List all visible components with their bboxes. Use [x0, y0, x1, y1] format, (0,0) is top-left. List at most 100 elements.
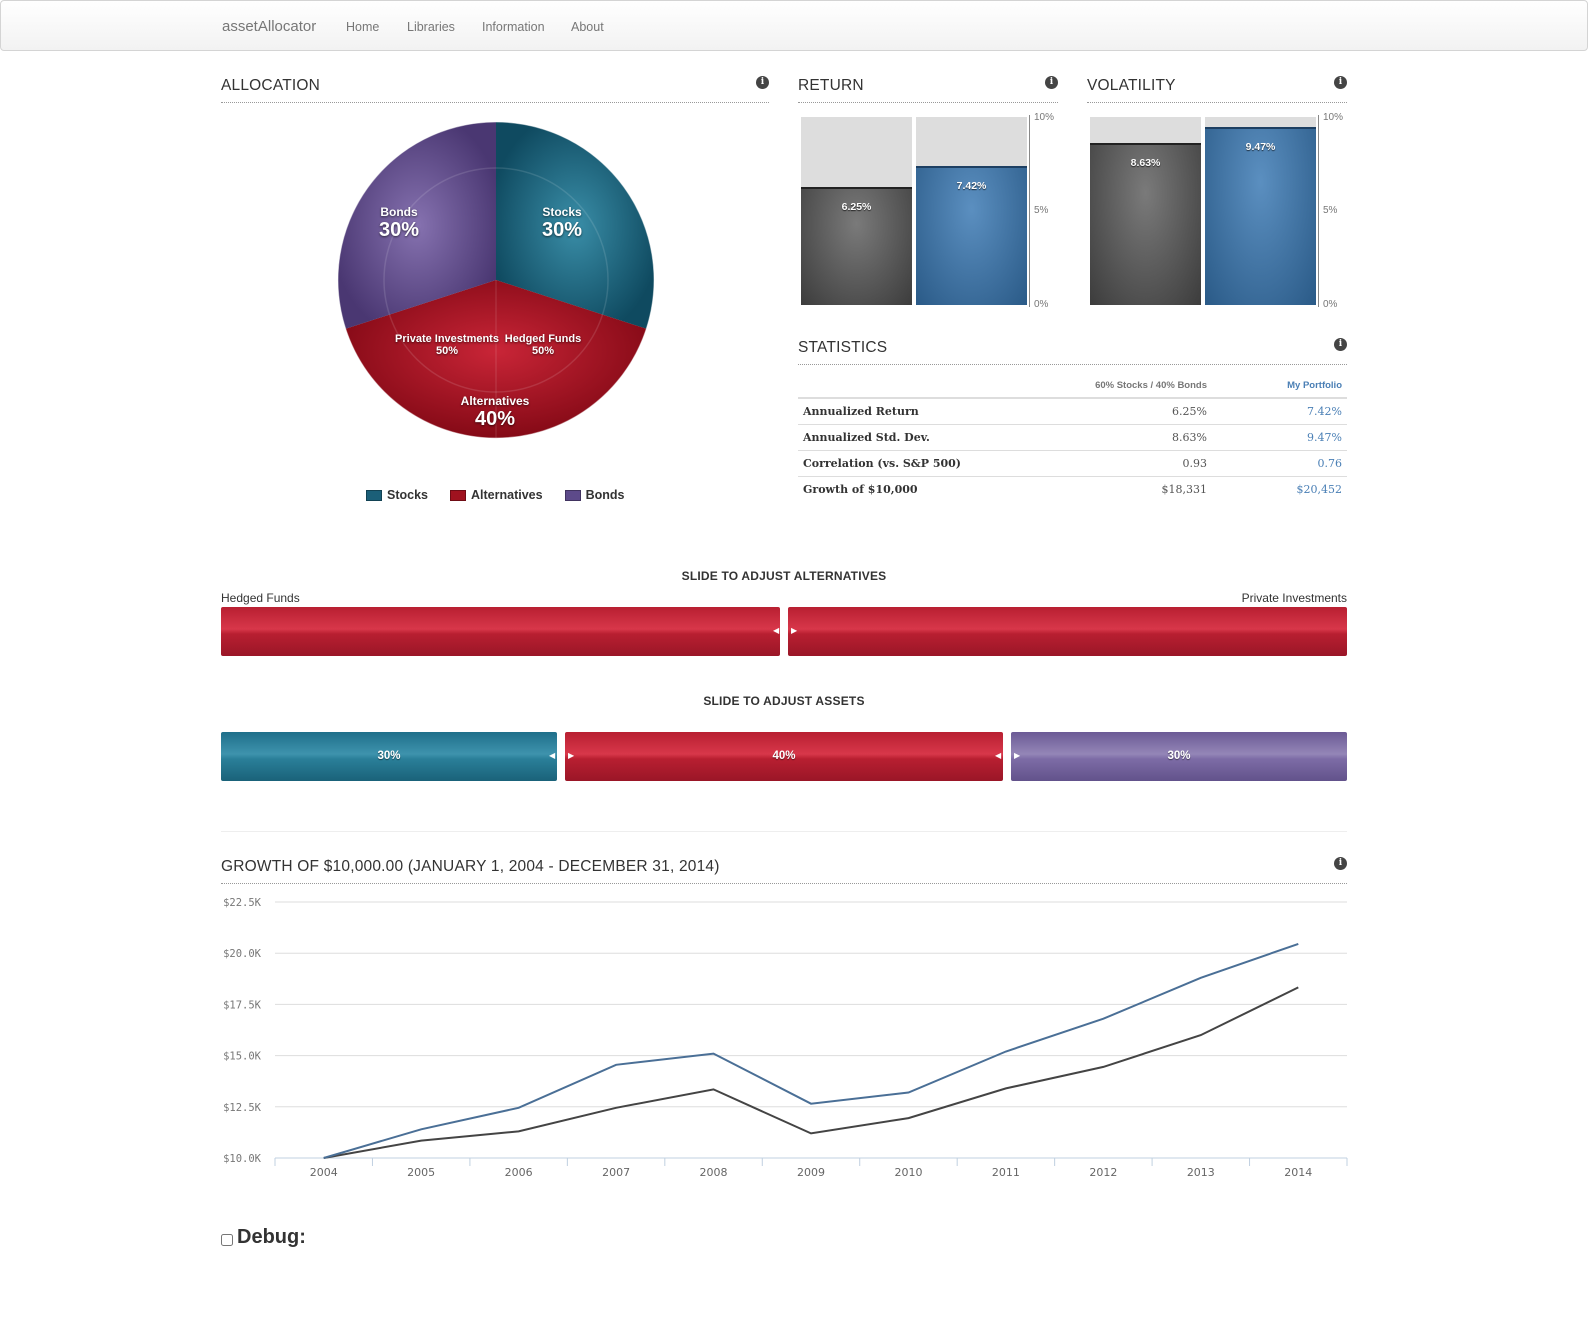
volatility-bar-benchmark-fill [1090, 143, 1201, 305]
y-tick-label: $12.5K [223, 1102, 262, 1114]
info-icon[interactable]: i [1334, 857, 1347, 870]
legend-item-alternatives[interactable]: Alternatives [450, 488, 543, 502]
debug-toggle[interactable]: Debug: [221, 1226, 306, 1249]
volatility-tick-5: 5% [1323, 205, 1338, 216]
nav-information[interactable]: Information [482, 20, 545, 34]
table-row: Annualized Std. Dev. 8.63% 9.47% [798, 424, 1347, 451]
volatility-bar-benchmark: 8.63% [1090, 117, 1201, 305]
legend-item-bonds[interactable]: Bonds [564, 488, 625, 502]
pie-label-private-investments: Private Investments 50% [395, 333, 499, 357]
statistics-title: STATISTICS [798, 339, 888, 356]
alternatives-segment-private[interactable] [788, 607, 1347, 656]
assets-slider-title: SLIDE TO ADJUST ASSETS [703, 694, 865, 708]
alternatives-right-label: Private Investments [1241, 591, 1347, 605]
pie-label-stocks-name: Stocks [542, 205, 582, 219]
assets-segment-stocks[interactable]: 30% [221, 732, 557, 781]
stat-label: Annualized Std. Dev. [798, 424, 1058, 451]
growth-title: GROWTH OF $10,000.00 (JANUARY 1, 2004 - … [221, 858, 720, 875]
pie-label-bonds-name: Bonds [380, 205, 418, 219]
stat-label: Annualized Return [798, 397, 1058, 425]
assets-handle-stocks-end[interactable]: ◀ [549, 751, 556, 760]
pie-slice-bonds[interactable] [337, 121, 496, 329]
return-header: RETURN i [798, 73, 1058, 103]
stat-label: Growth of $10,000 [798, 476, 1058, 503]
volatility-header: VOLATILITY i [1087, 73, 1347, 103]
statistics-header-row: 60% Stocks / 40% Bonds My Portfolio [798, 376, 1347, 399]
table-row: Growth of $10,000 $18,331 $20,452 [798, 476, 1347, 503]
pie-label-bonds: Bonds 30% [379, 205, 419, 242]
assets-handle-alternatives-end[interactable]: ◀ [995, 751, 1002, 760]
info-icon[interactable]: i [756, 76, 769, 89]
statistics-col-label [798, 376, 1058, 399]
nav-about[interactable]: About [571, 20, 604, 34]
legend-swatch-stocks [366, 489, 382, 501]
stat-benchmark-value: 0.93 [1058, 450, 1212, 477]
stat-portfolio-value: 9.47% [1212, 424, 1347, 451]
legend-label-bonds: Bonds [585, 488, 625, 502]
y-tick-label: $10.0K [223, 1153, 262, 1165]
pie-label-private-name: Private Investments [395, 333, 499, 345]
info-icon[interactable]: i [1045, 76, 1058, 89]
pie-slice-stocks[interactable] [496, 122, 655, 329]
volatility-bar-portfolio-value: 9.47% [1245, 141, 1276, 153]
alternatives-left-label: Hedged Funds [221, 591, 300, 605]
debug-label: Debug: [237, 1226, 306, 1248]
alternatives-slider[interactable]: ◀ ▶ [221, 607, 1347, 656]
pie-slice-alternatives[interactable] [345, 280, 647, 439]
stat-benchmark-value: 8.63% [1058, 424, 1212, 451]
assets-slider[interactable]: 30% ◀ 40% ▶ ◀ 30% ▶ [221, 732, 1347, 781]
navbar: assetAllocator Home Libraries Informatio… [0, 0, 1588, 51]
stat-portfolio-value: 7.42% [1212, 397, 1347, 425]
statistics-col-benchmark: 60% Stocks / 40% Bonds [1058, 376, 1212, 399]
stat-label: Correlation (vs. S&P 500) [798, 450, 1058, 477]
alternatives-handle-left[interactable]: ◀ [773, 626, 780, 635]
statistics-header: STATISTICS i [798, 335, 1347, 365]
volatility-bar-chart: 8.63% 9.47% 10% 5% 0% [1087, 112, 1347, 310]
volatility-bar-benchmark-value: 8.63% [1130, 157, 1161, 169]
growth-header: GROWTH OF $10,000.00 (JANUARY 1, 2004 - … [221, 854, 1347, 884]
return-bar-benchmark-fill [801, 187, 912, 305]
return-bar-chart: 6.25% 7.42% 10% 5% 0% [798, 112, 1058, 310]
divider [221, 831, 1347, 832]
nav-home[interactable]: Home [346, 20, 380, 34]
x-tick-label: 2004 [310, 1166, 338, 1179]
return-bar-benchmark: 6.25% [801, 117, 912, 305]
x-tick-label: 2013 [1187, 1166, 1215, 1179]
alternatives-handle-right[interactable]: ▶ [791, 626, 798, 635]
return-axis-line [1029, 115, 1030, 307]
info-icon[interactable]: i [1334, 76, 1347, 89]
pie-label-hedged-funds: Hedged Funds 50% [505, 333, 581, 357]
allocation-header: ALLOCATION i [221, 73, 769, 103]
alternatives-segment-hedged[interactable] [221, 607, 780, 656]
pie-label-bonds-pct: 30% [378, 219, 420, 241]
assets-handle-bonds-start[interactable]: ▶ [1014, 751, 1021, 760]
assets-handle-alternatives-start[interactable]: ▶ [568, 751, 575, 760]
volatility-bar-portfolio: 9.47% [1205, 117, 1316, 305]
allocation-pie: Stocks 30% Bonds 30% Alternatives 40% Pr… [336, 120, 656, 440]
x-tick-label: 2007 [602, 1166, 630, 1179]
statistics-col-portfolio: My Portfolio [1212, 376, 1347, 399]
return-tick-0: 0% [1034, 299, 1049, 310]
brand-link[interactable]: assetAllocator [222, 18, 317, 35]
return-title: RETURN [798, 77, 864, 94]
x-tick-label: 2014 [1284, 1166, 1312, 1179]
series-line [323, 986, 1299, 1159]
x-tick-label: 2012 [1089, 1166, 1117, 1179]
allocation-title: ALLOCATION [221, 77, 321, 94]
legend-item-stocks[interactable]: Stocks [366, 488, 428, 502]
info-icon[interactable]: i [1334, 338, 1347, 351]
volatility-tick-10: 10% [1323, 112, 1344, 123]
assets-segment-bonds[interactable]: 30% [1011, 732, 1347, 781]
x-tick-label: 2008 [700, 1166, 728, 1179]
return-tick-10: 10% [1034, 112, 1055, 123]
y-tick-label: $15.0K [223, 1051, 262, 1063]
return-bar-benchmark-value: 6.25% [841, 201, 872, 213]
return-bar-portfolio: 7.42% [916, 117, 1027, 305]
debug-checkbox[interactable] [221, 1233, 233, 1246]
pie-label-stocks-pct: 30% [541, 219, 583, 241]
nav-libraries[interactable]: Libraries [407, 20, 455, 34]
pie-label-stocks: Stocks 30% [542, 205, 582, 242]
return-bar-portfolio-fill [916, 166, 1027, 305]
x-tick-label: 2005 [407, 1166, 435, 1179]
assets-segment-alternatives[interactable]: 40% [565, 732, 1003, 781]
